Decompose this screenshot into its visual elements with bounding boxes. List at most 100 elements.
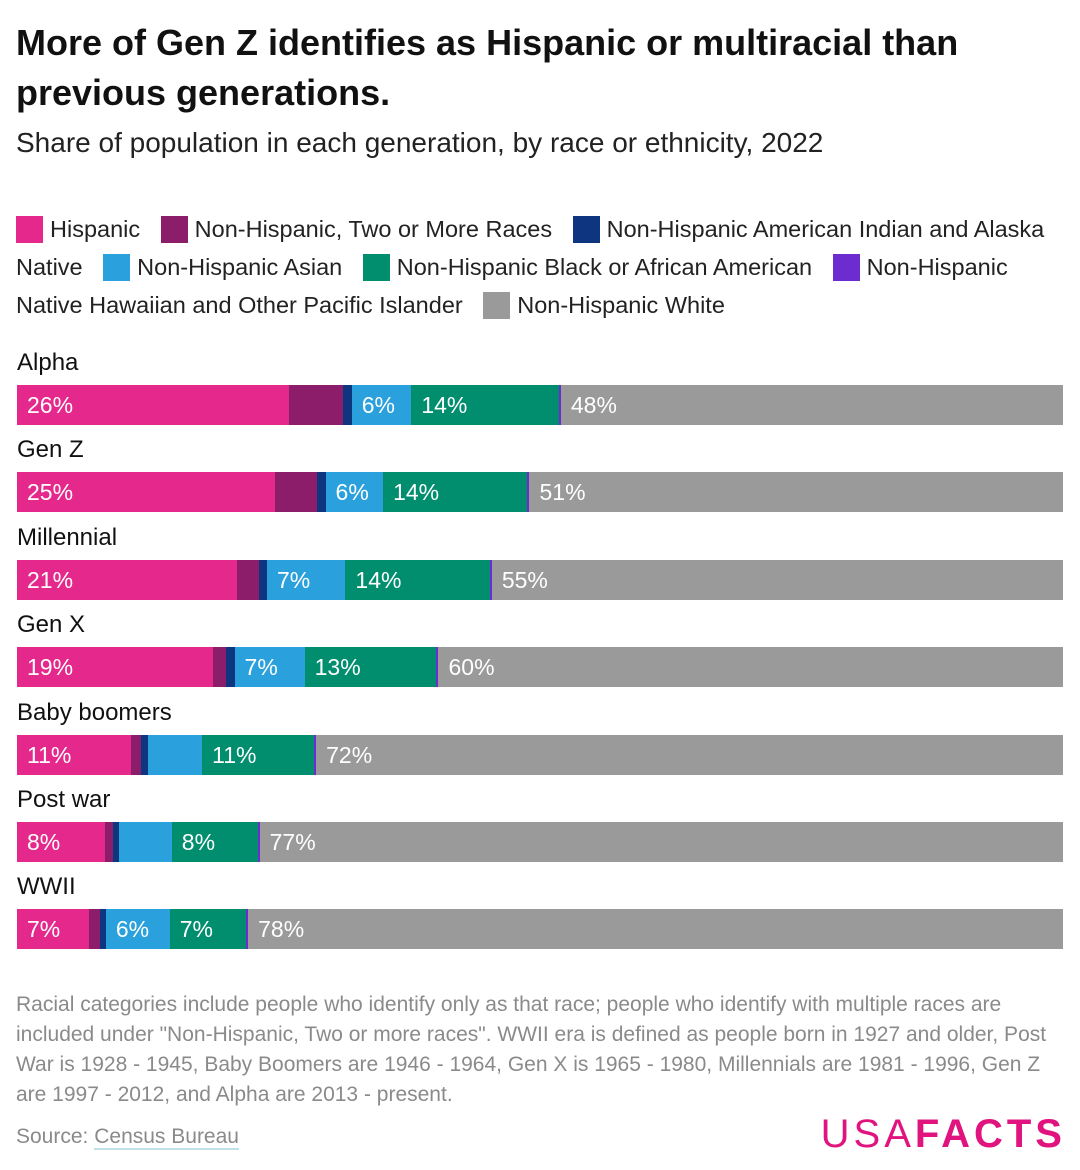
legend-item: Non-Hispanic White: [483, 292, 725, 319]
bar-segment: [257, 821, 260, 862]
legend-swatch: [103, 254, 131, 281]
legend-swatch: [832, 254, 860, 281]
legend-label: Hispanic: [50, 216, 141, 242]
data-label: 48%: [570, 392, 617, 418]
data-label: 8%: [181, 828, 216, 855]
data-label: 78%: [258, 916, 305, 943]
data-label: 13%: [314, 654, 361, 681]
bar-segment: [489, 559, 492, 600]
bar-row: Alpha 26% 6% 14% 48%: [17, 346, 1063, 433]
legend-swatch: [483, 292, 511, 319]
stacked-bar: 19% 7% 13% 60%: [17, 647, 1063, 688]
data-label: 14%: [393, 479, 440, 506]
bar-segment: 6%: [351, 385, 412, 425]
bar-segment: [343, 385, 352, 425]
bar-segment: [99, 909, 106, 950]
bar-segment: [119, 821, 172, 862]
stacked-bar: 26% 6% 14% 48%: [17, 385, 1063, 425]
bar-row: Millennial 21% 7% 14% 55%: [17, 521, 1063, 608]
bar-segment: 11%: [17, 734, 131, 775]
logo-part2: FACTS: [914, 1112, 1066, 1156]
bar-segment: 8%: [171, 821, 258, 862]
bar-segment: 14%: [383, 472, 528, 513]
legend-item: Non-Hispanic American Indian and Alaska …: [16, 216, 1044, 280]
legend-swatch: [160, 216, 188, 243]
bar-row: Post war 8% 8% 77%: [17, 783, 1063, 870]
data-label: 25%: [27, 479, 74, 506]
legend-label: Non-Hispanic American Indian and Alaska …: [16, 216, 1045, 280]
data-label: 26%: [27, 392, 74, 418]
bar-segment: 48%: [560, 385, 1063, 425]
legend-swatch: [16, 216, 43, 243]
bar-segment: [147, 734, 203, 775]
data-label: 60%: [448, 654, 495, 681]
legend-label: Non-Hispanic, Two or More Races: [194, 216, 553, 242]
legend-item: Non-Hispanic Native Hawaiian and Other P…: [16, 254, 1008, 318]
legend-item: Non-Hispanic, Two or More Races: [160, 216, 553, 243]
bar-segment: 72%: [316, 734, 1063, 775]
bar-segment: [246, 909, 249, 950]
bar-segment: 51%: [529, 472, 1063, 513]
bar-segment: [236, 559, 259, 600]
bar-row: Baby boomers 11% 11% 72%: [17, 696, 1063, 783]
bar-segment: 7%: [234, 647, 305, 688]
bar-segment: [314, 734, 317, 775]
stacked-bar: 7% 6% 7% 78%: [17, 909, 1063, 950]
legend-swatch: [362, 254, 390, 281]
stacked-bar: 11% 11% 72%: [17, 734, 1063, 775]
data-label: 7%: [244, 654, 278, 681]
bar-segment: 14%: [411, 385, 559, 425]
bar-segment: 13%: [304, 647, 437, 688]
data-label: 7%: [179, 916, 213, 943]
bar-segment: 60%: [438, 647, 1063, 688]
logo-part1: USA: [820, 1112, 915, 1156]
bar-segment: 25%: [17, 472, 276, 513]
bar-row: Gen Z 25% 6% 14% 51%: [17, 433, 1063, 520]
legend-label: Non-Hispanic Black or African American: [396, 254, 813, 280]
bar-segment: 8%: [17, 821, 105, 862]
bar-segment: [131, 734, 142, 775]
bar-segment: 78%: [248, 909, 1063, 950]
stacked-bar: 8% 8% 77%: [17, 821, 1063, 862]
legend-item: Non-Hispanic Asian: [103, 254, 343, 281]
category-label: Alpha: [17, 349, 79, 376]
legend-item: Hispanic: [16, 216, 141, 243]
bar-segment: 21%: [17, 559, 237, 600]
legend-swatch: [572, 216, 600, 243]
stacked-bar: 25% 6% 14% 51%: [17, 472, 1063, 513]
data-label: 11%: [27, 741, 72, 768]
bar-segment: [527, 472, 530, 513]
bar-segment: [558, 385, 561, 425]
chart-title: More of Gen Z identifies as Hispanic or …: [16, 22, 959, 113]
source-prefix: Source:: [16, 1125, 95, 1148]
data-label: 55%: [501, 566, 548, 593]
data-label: 8%: [27, 828, 61, 855]
category-label: Baby boomers: [17, 698, 172, 726]
stacked-bar-chart: Alpha 26% 6% 14% 48% Gen Z 25% 6% 14% 51% Millenni…: [17, 346, 1063, 958]
legend-label: Non-Hispanic Native Hawaiian and Other P…: [16, 254, 1008, 318]
chart-subtitle: Share of population in each generation, …: [16, 127, 824, 158]
category-label: WWII: [17, 873, 76, 901]
bar-segment: 14%: [345, 559, 490, 600]
bar-segment: 6%: [325, 472, 384, 513]
usafacts-logo[interactable]: USAFACTS: [821, 1110, 1066, 1158]
data-label: 11%: [212, 741, 257, 768]
bar-segment: [317, 472, 326, 513]
source-link[interactable]: Census Bureau: [94, 1125, 239, 1150]
bar-segment: 11%: [202, 734, 315, 775]
bar-segment: 7%: [17, 909, 90, 950]
bar-segment: 19%: [17, 647, 213, 688]
bar-row: WWII 7% 6% 7% 78%: [17, 870, 1063, 957]
legend-label: Non-Hispanic Asian: [137, 254, 343, 280]
bar-segment: 7%: [266, 559, 346, 600]
data-label: 51%: [539, 479, 586, 506]
stacked-bar: 21% 7% 14% 55%: [17, 559, 1063, 600]
bar-segment: [113, 821, 120, 862]
legend-item: Non-Hispanic Black or African American: [362, 254, 813, 281]
bar-segment: [226, 647, 235, 688]
data-label: 72%: [326, 741, 373, 768]
footnote: Racial categories include people who ide…: [16, 993, 1047, 1106]
data-label: 77%: [269, 828, 316, 855]
bar-segment: [275, 472, 318, 513]
data-label: 19%: [27, 654, 74, 681]
